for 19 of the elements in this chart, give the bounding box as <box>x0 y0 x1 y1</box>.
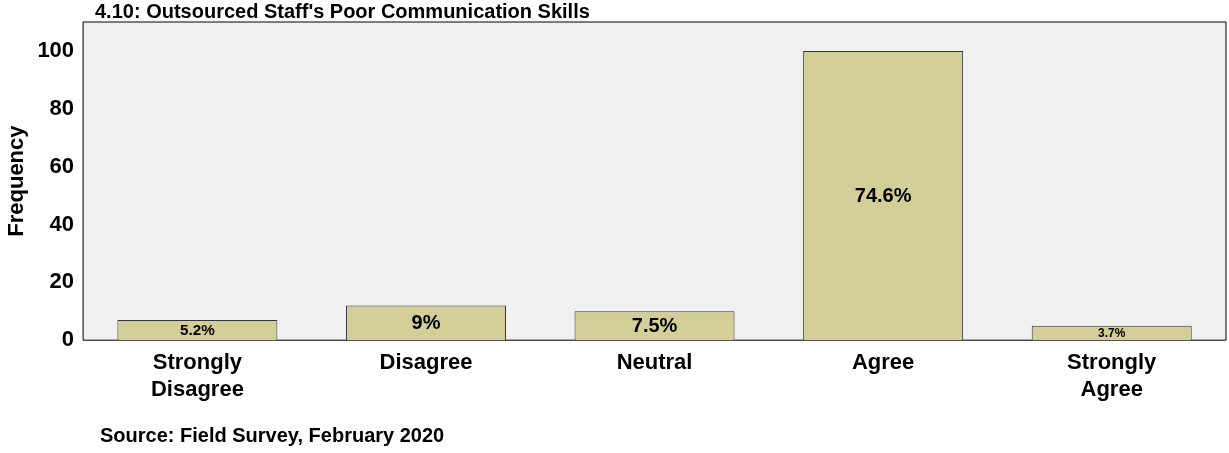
source-note: Source: Field Survey, February 2020 <box>100 424 445 447</box>
y-axis-title: Frequency <box>3 124 29 237</box>
y-tick-label: 60 <box>49 152 75 178</box>
x-tick-label: Neutral <box>616 349 693 375</box>
x-tick-label: Strongly Disagree <box>150 349 244 401</box>
annotation: 5.2% <box>180 321 216 339</box>
x-tick-label: Agree <box>851 349 915 375</box>
x-tick-label: Disagree <box>379 349 473 375</box>
x-tick-label: Strongly Agree <box>1067 349 1158 401</box>
chart-title: 4.10: Outsourced Staff's Poor Communication Skills <box>95 0 590 23</box>
y-tick-label: 20 <box>49 268 75 294</box>
y-tick-label: 40 <box>49 210 75 236</box>
annotation: 9% <box>411 311 441 334</box>
y-tick-label: 0 <box>61 326 75 352</box>
annotation: 3.7% <box>1098 326 1126 341</box>
y-tick-label: 80 <box>49 94 75 120</box>
annotation: 74.6% <box>854 184 912 207</box>
y-tick-label: 100 <box>37 36 75 62</box>
annotation: 7.5% <box>631 314 678 337</box>
